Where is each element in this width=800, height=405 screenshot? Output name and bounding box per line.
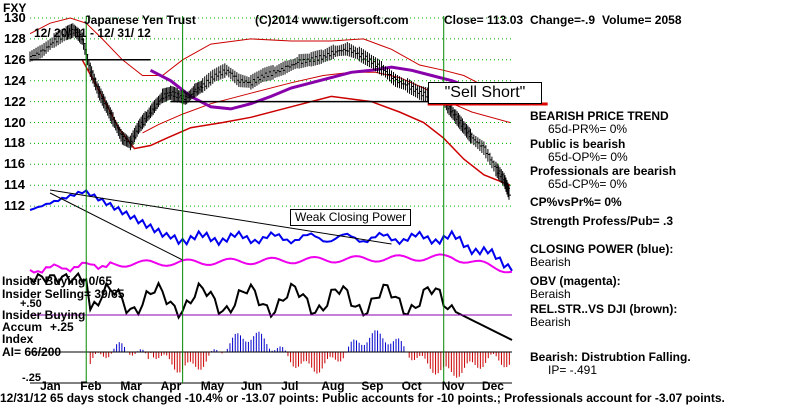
volume-value: Volume= 2058 (602, 13, 682, 27)
y-tick-114: 114 (4, 177, 25, 193)
public-value: 65d-OP%= 0% (548, 150, 628, 164)
obv-value: Beraish (530, 287, 571, 301)
cp-downtrend-line-2 (49, 192, 183, 261)
pros-value: 65d-CP%= 0% (548, 177, 628, 191)
insider-buying-label: Insider Buying (2, 308, 86, 322)
ai-value: AI= 66/200 (2, 345, 62, 359)
trend-title: BEARISH PRICE TREND (530, 109, 669, 123)
distribution-title: Bearish: Distrubtion Falling. (530, 350, 691, 364)
month-label-dec: Dec (481, 379, 504, 393)
closing-power-line (29, 189, 513, 272)
insider-selling-ratio: Insider Selling= 39/65 (2, 287, 125, 301)
y-tick-120: 120 (4, 114, 26, 130)
ip-value: IP= -.491 (548, 363, 598, 377)
month-label-jun: Jun (240, 379, 263, 393)
index-label: Index (2, 332, 34, 346)
y-tick-124: 124 (4, 72, 26, 88)
date-range: 12/ 20/ 11 - 12/ 31/ 12 (34, 26, 151, 40)
y-tick-128: 128 (4, 30, 26, 46)
rel-str-value: Bearish (530, 315, 571, 329)
ticker: FXY (3, 1, 27, 15)
month-label-may: May (200, 379, 225, 393)
closing-power-panel: CLOSING POWER (blue): Bearish (530, 243, 673, 269)
rel-strength-line (29, 271, 513, 341)
month-label-jan: Jan (40, 379, 61, 393)
close-value: Close= 113.03 (444, 13, 524, 27)
month-label-oct: Oct (401, 379, 422, 393)
accum-plus50: +.50 (20, 298, 42, 310)
public-title: Public is bearish (530, 137, 626, 151)
accum-minus25: -.25 (22, 372, 41, 384)
accum-plus25: +.25 (50, 320, 74, 334)
ma-purple-line (149, 65, 511, 111)
signal-lines (85, 16, 548, 383)
security-name: Japanese Yen Trust (84, 13, 196, 27)
public-panel: Public is bearish 65d-OP%= 0% (530, 138, 628, 164)
month-label-jul: Jul (281, 379, 299, 393)
cpvspr-panel: CP%vsPr%= 0% (530, 196, 622, 209)
y-tick-112: 112 (4, 198, 25, 214)
month-label-feb: Feb (80, 379, 102, 393)
pros-title: Professionals are bearish (530, 164, 677, 178)
rel-str-title: REL.STR..VS DJI (brown): (530, 302, 678, 316)
month-label-mar: Mar (120, 379, 142, 393)
obv-title: OBV (magenta): (530, 274, 621, 288)
obv-panel: OBV (magenta): Beraish (530, 275, 621, 301)
trend-panel: BEARISH PRICE TREND 65d-PR%= 0% (530, 110, 669, 136)
closing-power-title: CLOSING POWER (blue): (530, 242, 674, 256)
change-value: Change=-.9 (530, 13, 596, 27)
cpvspr-value: CP%vsPr%= 0% (530, 195, 622, 209)
month-label-nov: Nov (441, 379, 465, 393)
strength-value: Strength Profess/Pub= .3 (530, 214, 674, 228)
sell-short-annotation: "Sell Short" (428, 82, 542, 104)
y-tick-116: 116 (4, 156, 25, 172)
rel-str-panel: REL.STR..VS DJI (brown): Bearish (530, 303, 677, 329)
y-tick-118: 118 (4, 135, 25, 151)
upper-band-line (29, 17, 511, 97)
month-label-aug: Aug (321, 379, 345, 393)
insider-buying-ratio: Insider Buying 0/65 (2, 274, 113, 288)
month-label-apr: Apr (160, 379, 182, 393)
copyright: (C)2014 www.tigersoft.com (255, 13, 409, 27)
y-tick-130: 130 (4, 10, 26, 25)
trend-value: 65d-PR%= 0% (548, 122, 628, 136)
footer-summary: 12/31/12 65 days stock changed -10.4% or… (0, 391, 725, 405)
cp-downtrend-line (50, 189, 392, 245)
y-tick-126: 126 (4, 51, 26, 67)
obv-line (29, 253, 513, 274)
strength-panel: Strength Profess/Pub= .3 (530, 215, 673, 228)
y-tick-122: 122 (4, 93, 26, 109)
pros-panel: Professionals are bearish 65d-CP%= 0% (530, 165, 676, 191)
month-label-sep: Sep (361, 379, 384, 393)
weak-closing-power-annotation: Weak Closing Power (290, 209, 412, 226)
closing-power-value: Bearish (530, 255, 571, 269)
accum-label: Accum (2, 320, 43, 334)
indicator-panels (29, 189, 513, 378)
distribution-panel: Bearish: Distrubtion Falling. IP= -.491 (530, 351, 691, 377)
